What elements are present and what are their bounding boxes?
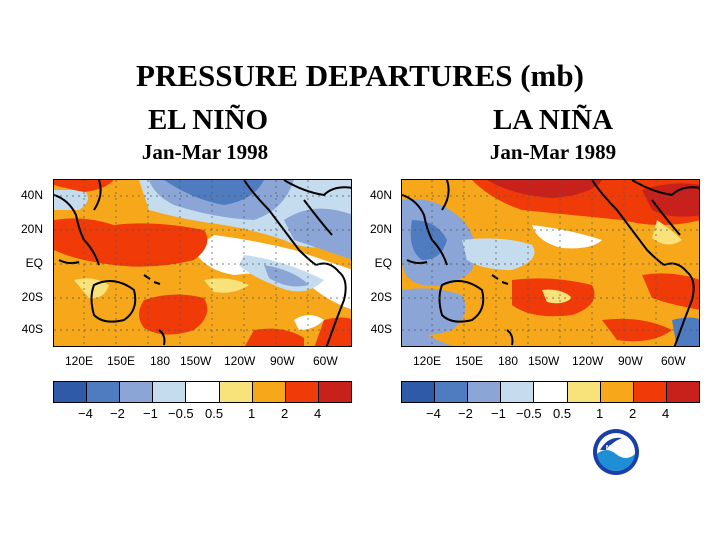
lon-label: 150W [180,354,212,368]
colorbar-el-nino [53,381,352,403]
lat-label: 20S [370,290,392,304]
colorbar-label: −4 [78,406,93,421]
lon-label: 120W [572,354,604,368]
lon-label: 60W [661,354,686,368]
colorbar-swatch [435,382,469,402]
colorbar-swatch [666,382,699,402]
lon-label: 120E [65,354,94,368]
lat-label: 40N [20,188,43,202]
colorbar-swatch [285,382,319,402]
colorbar-swatch [252,382,286,402]
panel-title-el-nino: EL NIÑO [147,104,269,136]
lon-label: 60W [313,354,338,368]
colorbar-swatch [87,382,121,402]
colorbar-label: 2 [629,406,637,421]
noaa-logo: NOAA [592,428,640,476]
colorbar-swatch [633,382,667,402]
colorbar-label: −0.5 [516,406,542,421]
colorbar-label: 1 [596,406,604,421]
colorbar-swatch [186,382,220,402]
lat-label: 20S [21,290,43,304]
colorbar-swatch [567,382,601,402]
lat-label: 40N [369,188,392,202]
colorbar-label: 1 [248,406,256,421]
lat-label: 40S [21,322,43,336]
colorbar-swatch [153,382,187,402]
lat-label: EQ [374,256,392,270]
colorbar-label: −1 [491,406,506,421]
colorbar-label: −4 [426,406,441,421]
colorbar-swatch [54,382,88,402]
colorbar-label: 0.5 [205,406,224,421]
lat-label: 20N [20,222,43,236]
colorbar-swatch [402,382,436,402]
map-el-nino [53,179,352,347]
panel-title-la-nina: LA NIÑA [492,104,614,136]
colorbar-swatch [501,382,535,402]
panel-period-la-nina: Jan-Mar 1989 [489,140,617,164]
colorbar-label: −1 [143,406,158,421]
colorbar-la-nina [401,381,700,403]
colorbar-label: −2 [458,406,473,421]
lon-label: 150W [528,354,560,368]
colorbar-swatch [219,382,253,402]
panel-period-el-nino: Jan-Mar 1998 [141,140,269,164]
noaa-logo-text: NOAA [606,445,627,452]
colorbar-label: −2 [110,406,125,421]
colorbar-swatch [468,382,502,402]
lat-label: 20N [369,222,392,236]
colorbar-label: 2 [281,406,289,421]
colorbar-swatch [534,382,568,402]
lat-label: EQ [25,256,43,270]
colorbar-swatch [120,382,154,402]
colorbar-label: −0.5 [168,406,194,421]
lon-label: 150E [107,354,136,368]
colorbar-label: 0.5 [553,406,572,421]
lon-label: 90W [270,354,295,368]
map-la-nina [401,179,700,347]
lon-label: 150E [455,354,484,368]
colorbar-label: 4 [314,406,322,421]
lat-label: 40S [370,322,392,336]
lon-label: 180 [498,354,519,368]
lon-label: 90W [618,354,643,368]
colorbar-label: 4 [662,406,670,421]
main-title: PRESSURE DEPARTURES (mb) [136,58,584,93]
lon-label: 180 [150,354,171,368]
colorbar-swatch [600,382,634,402]
lon-label: 120E [413,354,442,368]
lon-label: 120W [224,354,256,368]
colorbar-swatch [318,382,351,402]
